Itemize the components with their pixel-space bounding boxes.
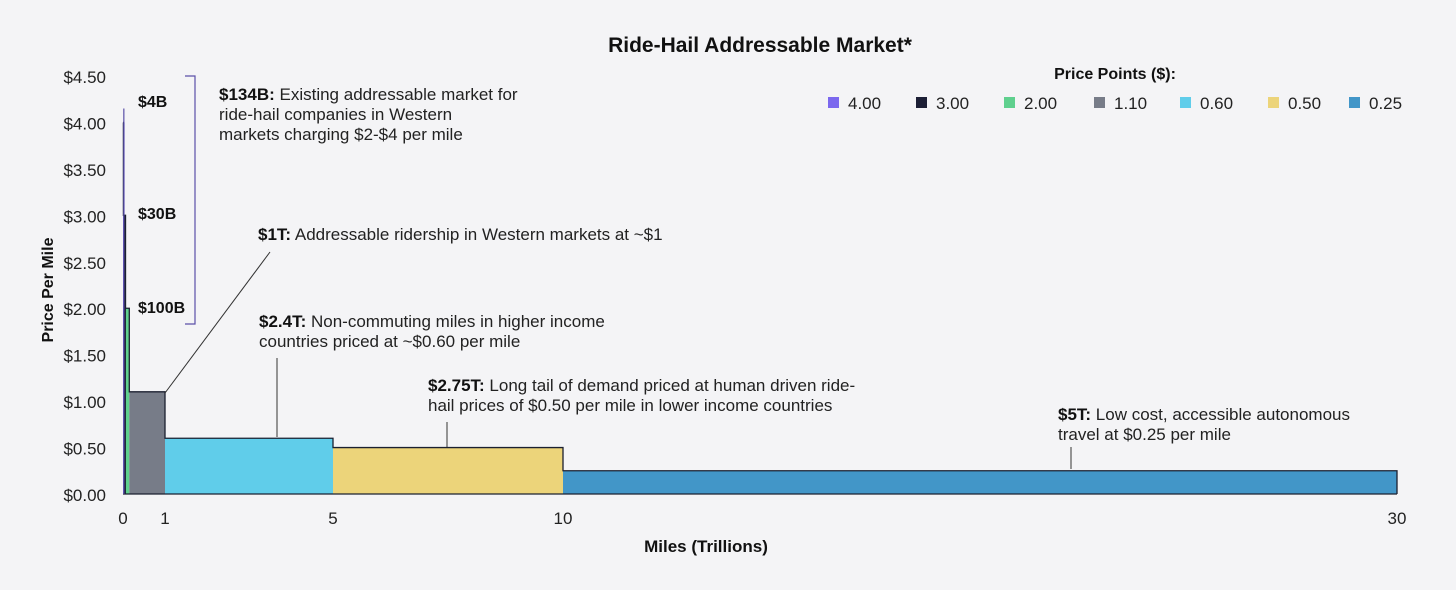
legend-label: 3.00	[936, 94, 969, 113]
legend-swatch	[916, 97, 927, 108]
annotation-text: ride-hail companies in Western	[219, 105, 452, 124]
legend-label: 2.00	[1024, 94, 1057, 113]
legend-label: 0.25	[1369, 94, 1402, 113]
y-tick-label: $1.00	[63, 393, 106, 412]
y-tick-label: $1.50	[63, 347, 106, 366]
x-tick-label: 5	[328, 509, 337, 528]
x-tick-label: 30	[1388, 509, 1407, 528]
annotation: $1T: Addressable ridership in Western ma…	[258, 225, 663, 244]
legend-title: Price Points ($):	[1054, 66, 1176, 83]
x-tick-label: 0	[118, 509, 127, 528]
legend-swatch	[1349, 97, 1360, 108]
annotation-value: $2.75T:	[428, 376, 485, 395]
bar-0-25	[563, 470, 1397, 494]
legend-item: 3.00	[916, 94, 969, 113]
bracket-label: $4B	[138, 94, 167, 111]
annotation: $2.4T: Non-commuting miles in higher inc…	[259, 312, 605, 351]
legend-item: 4.00	[828, 94, 881, 113]
annotation: $2.75T: Long tail of demand priced at hu…	[428, 376, 855, 415]
legend-swatch	[1004, 97, 1015, 108]
y-tick-label: $2.50	[63, 254, 106, 273]
x-tick-label: 10	[554, 509, 573, 528]
legend-swatch	[1268, 97, 1279, 108]
annotation-text: Low cost, accessible autonomous	[1091, 405, 1350, 424]
x-axis-label: Miles (Trillions)	[644, 537, 768, 556]
legend-label: 0.60	[1200, 94, 1233, 113]
bar-2-00	[125, 308, 130, 494]
y-tick-label: $3.00	[63, 207, 106, 226]
annotation-text: travel at $0.25 per mile	[1058, 425, 1231, 444]
annotations: $134B: Existing addressable market for ri…	[164, 85, 1350, 469]
annotation-value: $1T:	[258, 225, 291, 244]
y-tick-label: $0.00	[63, 486, 106, 505]
bar-0-50	[333, 447, 563, 494]
y-tick-label: $0.50	[63, 440, 106, 459]
annotation: $5T: Low cost, accessible autonomous trav…	[1058, 405, 1350, 444]
annotation-text: Non-commuting miles in higher income	[306, 312, 605, 331]
legend-swatch	[1094, 97, 1105, 108]
annotation-text: Addressable ridership in Western markets…	[291, 225, 663, 244]
annotation-text: countries priced at ~$0.60 per mile	[259, 332, 520, 351]
legend: 4.00 3.00 2.00 1.10 0.60 0.50 0.25	[828, 94, 1402, 113]
bar-3-00	[123, 215, 126, 495]
bars	[122, 121, 1398, 495]
y-tick-label: $4.50	[63, 68, 106, 87]
annotation-value: $134B:	[219, 85, 275, 104]
annotation-value: $2.4T:	[259, 312, 306, 331]
legend-swatch	[1180, 97, 1191, 108]
chart-title: Ride-Hail Addressable Market*	[608, 34, 913, 57]
legend-item: 1.10	[1094, 94, 1147, 113]
y-tick-label: $3.50	[63, 161, 106, 180]
bracket-label: $100B	[138, 300, 185, 317]
annotation-text: markets charging $2-$4 per mile	[219, 125, 463, 144]
annotation: $134B: Existing addressable market for ri…	[219, 85, 518, 144]
y-axis-label: Price Per Mile	[40, 237, 57, 342]
legend-item: 0.50	[1268, 94, 1321, 113]
legend-label: 0.50	[1288, 94, 1321, 113]
legend-item: 0.25	[1349, 94, 1402, 113]
annotation-text: Existing addressable market for	[275, 85, 518, 104]
y-tick-label: $2.00	[63, 300, 106, 319]
bar-1-10	[129, 391, 165, 494]
bar-0-60	[165, 438, 333, 494]
legend-swatch	[828, 97, 839, 108]
bracket-annotations: $4B $30B $100B	[123, 75, 196, 494]
x-tick-labels: 0 1 5 10 30	[118, 509, 1406, 528]
annotation-text: hail prices of $0.50 per mile in lower i…	[428, 396, 832, 415]
annotation-value: $5T:	[1058, 405, 1091, 424]
annotation-text: Long tail of demand priced at human driv…	[485, 376, 855, 395]
x-tick-label: 1	[160, 509, 169, 528]
y-tick-labels: $0.00 $0.50 $1.00 $1.50 $2.00 $2.50 $3.00 $3.50…	[63, 68, 106, 505]
callout-line	[164, 251, 271, 394]
bracket-line	[185, 75, 196, 325]
y-tick-label: $4.00	[63, 114, 106, 133]
legend-item: 2.00	[1004, 94, 1057, 113]
legend-item: 0.60	[1180, 94, 1233, 113]
legend-label: 1.10	[1114, 94, 1147, 113]
bracket-label: $30B	[138, 206, 176, 223]
legend-label: 4.00	[848, 94, 881, 113]
